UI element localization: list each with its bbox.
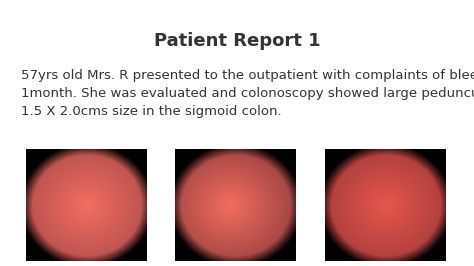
Text: 57yrs old Mrs. R presented to the outpatient with complaints of bleeding P/R for: 57yrs old Mrs. R presented to the outpat… (21, 69, 474, 118)
Text: Patient Report 1: Patient Report 1 (154, 32, 320, 50)
